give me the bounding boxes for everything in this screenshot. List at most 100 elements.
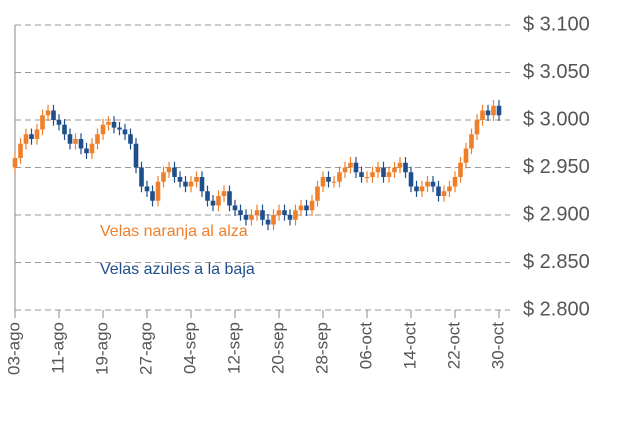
candle-body [375, 167, 381, 173]
candle-body [194, 177, 199, 182]
candle-body [436, 186, 441, 196]
x-tick-label: 14-oct [400, 322, 419, 370]
candle-body [166, 167, 172, 173]
candle-body [150, 191, 155, 201]
candle-body [452, 177, 458, 187]
candle-body [419, 186, 425, 192]
x-tick-label: 06-oct [356, 322, 375, 370]
candle-body [95, 134, 100, 144]
candle-body [276, 210, 282, 215]
candle-body [282, 210, 287, 215]
candle-body [320, 177, 326, 187]
candle-body [172, 167, 177, 177]
candle-body [425, 181, 430, 187]
candle-body [221, 191, 227, 196]
candle-body [133, 143, 139, 168]
candle-body [408, 172, 414, 187]
candle-body [458, 162, 463, 177]
candle-body [89, 143, 95, 154]
y-tick-label: $ 2.800 [523, 298, 590, 320]
candle-body [67, 134, 73, 144]
candle-body [474, 120, 480, 135]
x-tick-label: 30-oct [488, 322, 507, 370]
candle-body [243, 215, 249, 220]
candle-body [205, 191, 210, 201]
candle-body [177, 177, 183, 182]
y-tick-label: $ 2.900 [523, 203, 590, 225]
x-tick-label: 28-sep [312, 322, 331, 374]
candle-body [315, 186, 320, 201]
candle-body [430, 181, 436, 187]
x-tick-label: 22-oct [444, 322, 463, 370]
candle-body [337, 172, 342, 182]
candle-body [139, 167, 144, 187]
candle-body [183, 181, 188, 187]
x-tick-label: 12-sep [224, 322, 243, 374]
candle-body [249, 215, 254, 220]
candle-body [23, 134, 29, 144]
candle-body [100, 124, 106, 135]
candle-body [359, 172, 364, 177]
candle-body [403, 162, 408, 173]
candle-body [353, 162, 359, 173]
candle-body [381, 167, 386, 177]
candle-body [348, 162, 353, 168]
y-tick-label: $ 3.100 [523, 13, 590, 35]
x-tick-label: 27-ago [136, 322, 155, 375]
candle-body [232, 205, 238, 211]
y-tick-label: $ 2.850 [523, 251, 590, 273]
candle-body [364, 177, 370, 178]
candle-body [260, 210, 265, 220]
candle-body [392, 167, 397, 173]
candle-body [51, 110, 56, 120]
candle-body [309, 200, 315, 211]
candle-body [304, 205, 309, 211]
candle-body [447, 186, 452, 192]
candle-body [480, 110, 485, 120]
candle-body [441, 191, 447, 196]
candle-body [128, 134, 133, 144]
candle-body [210, 200, 216, 206]
candle-body [106, 121, 111, 125]
candle-body [238, 210, 243, 215]
candle-body [111, 121, 117, 128]
candle-body [342, 167, 348, 173]
candle-body [254, 210, 260, 215]
candle-body [491, 105, 496, 116]
candle-body [227, 191, 232, 206]
x-tick-label: 20-sep [268, 322, 287, 374]
candle-body [469, 134, 474, 149]
candle-body [62, 124, 67, 135]
candle-body [331, 181, 337, 183]
annotation: Velas naranja al alza [100, 223, 248, 240]
candle-body [188, 181, 194, 187]
candle-body [155, 181, 161, 201]
candle-body [40, 115, 45, 130]
x-tick-label: 11-ago [48, 322, 67, 374]
candle-body [144, 186, 150, 192]
candle-body [29, 134, 34, 139]
candle-body [386, 172, 392, 177]
candle-body [414, 186, 419, 192]
candle-body [78, 139, 84, 149]
candle-body [485, 110, 491, 116]
candle-body [397, 162, 403, 168]
candle-body [287, 215, 293, 220]
candle-body [34, 129, 40, 139]
candle-body [216, 196, 221, 206]
candle-body [122, 129, 128, 135]
x-tick-label: 04-sep [180, 322, 199, 374]
x-tick-label: 03-ago [4, 322, 23, 375]
candle-body [326, 177, 331, 182]
y-tick-label: $ 2.950 [523, 156, 590, 178]
candle-body [265, 219, 271, 225]
annotation: Velas azules a la baja [100, 261, 255, 278]
candle-body [293, 210, 298, 220]
candle-body [73, 139, 78, 144]
candle-body [463, 148, 469, 163]
x-tick-label: 19-ago [92, 322, 111, 375]
candle-body [117, 127, 122, 130]
candle-body [370, 172, 375, 177]
